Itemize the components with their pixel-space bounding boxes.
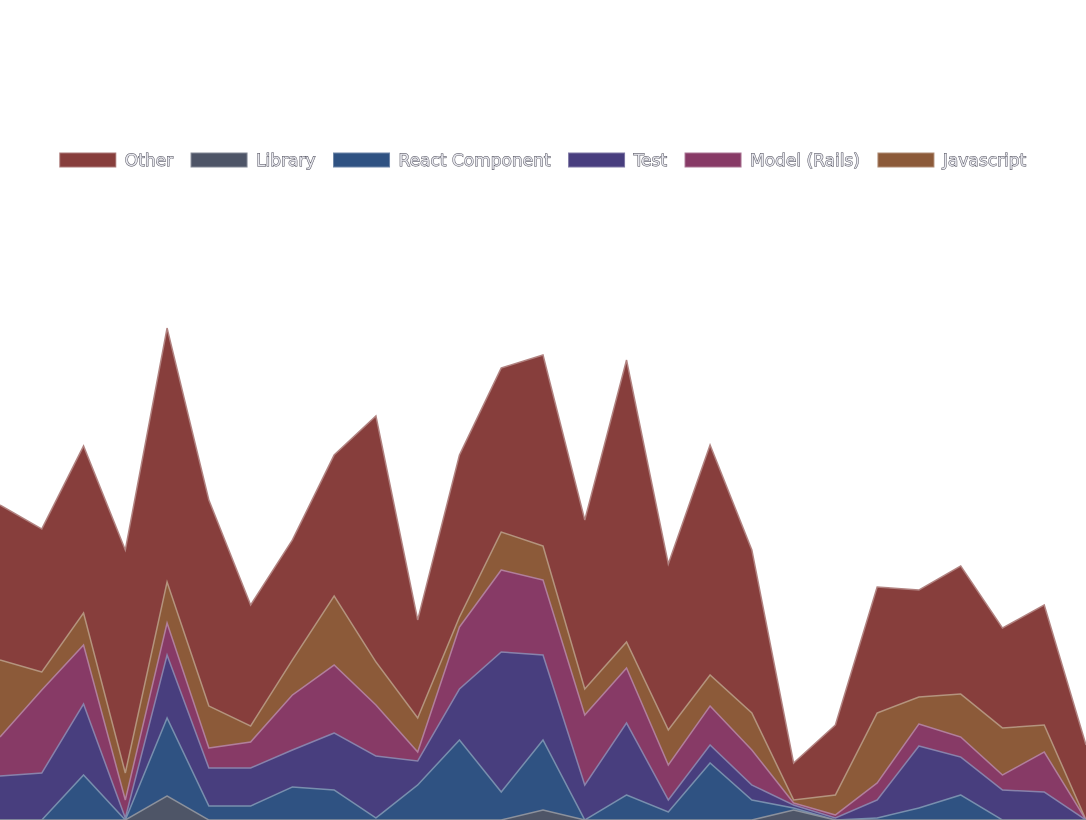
legend-label: Library bbox=[256, 151, 315, 171]
legend: Other Library React Component Test Model (Ra… bbox=[59, 151, 1027, 171]
legend-swatch bbox=[684, 152, 742, 168]
area bbox=[0, 328, 1086, 820]
legend-swatch bbox=[877, 152, 935, 168]
area-edge bbox=[0, 327, 1086, 765]
legend-item[interactable]: Library bbox=[190, 151, 316, 171]
area-edge bbox=[0, 531, 1086, 820]
legend-swatch bbox=[568, 152, 626, 168]
legend-item[interactable]: Other bbox=[59, 151, 174, 171]
area-edge bbox=[0, 795, 1086, 820]
legend-item[interactable]: Model (Rails) bbox=[684, 151, 860, 171]
legend-label: React Component bbox=[399, 151, 551, 171]
legend-swatch bbox=[59, 152, 117, 168]
legend-swatch bbox=[333, 152, 391, 168]
area-edge bbox=[0, 569, 1086, 820]
legend-label: Javascript bbox=[942, 151, 1027, 171]
legend-label: Test bbox=[633, 151, 668, 171]
legend-label: Other bbox=[125, 151, 173, 171]
area bbox=[0, 796, 1086, 820]
legend-item[interactable]: React Component bbox=[333, 151, 551, 171]
area bbox=[0, 718, 1086, 820]
legend-label: Model (Rails) bbox=[750, 151, 860, 171]
legend-item[interactable]: Test bbox=[568, 151, 668, 171]
legend-swatch bbox=[190, 152, 248, 168]
area-edge bbox=[0, 716, 1086, 820]
area bbox=[0, 652, 1086, 820]
area-edge bbox=[0, 651, 1086, 820]
plot-area bbox=[0, 327, 1086, 820]
legend-item[interactable]: Javascript bbox=[877, 151, 1027, 171]
area bbox=[0, 570, 1086, 820]
